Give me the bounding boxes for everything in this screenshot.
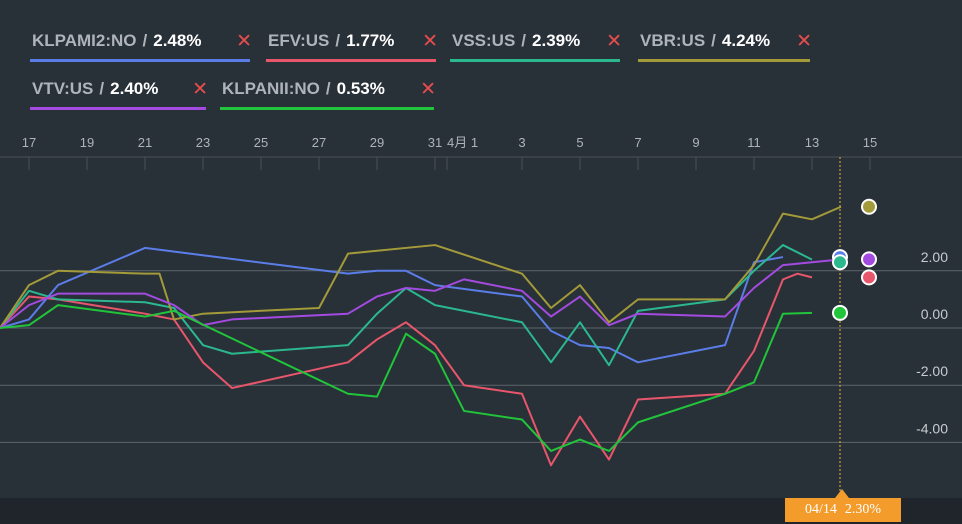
x-tick-label: 23 [196, 135, 210, 150]
legend: KLPAMI2:NO / 2.48% ✕ EFV:US / 1.77% ✕ VSS:US / 2.3… [0, 0, 962, 120]
legend-color-underline [450, 59, 620, 62]
series-line [0, 205, 842, 329]
close-x-icon[interactable]: ✕ [236, 31, 252, 52]
legend-value: 2.40% [110, 79, 159, 98]
x-tick-label: 15 [863, 135, 877, 150]
legend-name: KLPAMI2:NO [32, 31, 137, 50]
x-tick-label: 27 [312, 135, 326, 150]
x-tick-label: 9 [692, 135, 699, 150]
legend-color-underline [220, 107, 434, 110]
legend-separator: / [325, 79, 331, 98]
legend-item[interactable]: KLPANII:NO / 0.53% ✕ [220, 76, 436, 110]
close-x-icon[interactable]: ✕ [192, 79, 208, 100]
series-line [0, 304, 813, 452]
x-tick-label: 17 [22, 135, 36, 150]
series-line [0, 244, 813, 367]
close-x-icon[interactable]: ✕ [606, 31, 622, 52]
legend-name: VBR:US [640, 31, 706, 50]
y-tick-label: -2.00 [916, 363, 948, 379]
legend-item[interactable]: VSS:US / 2.39% ✕ [450, 28, 622, 62]
x-tick-label: 11 [747, 135, 761, 150]
legend-separator: / [521, 31, 527, 50]
legend-separator: / [99, 79, 105, 98]
legend-item[interactable]: VTV:US / 2.40% ✕ [30, 76, 208, 110]
legend-value: 4.24% [721, 31, 771, 50]
tooltip-value: 2.30% [844, 502, 882, 517]
series-line [0, 258, 842, 329]
close-x-icon[interactable]: ✕ [420, 79, 436, 100]
x-tick-label: 4月 1 [447, 135, 478, 150]
series-line [0, 272, 813, 467]
legend-color-underline [638, 59, 810, 62]
x-tick-label: 21 [138, 135, 152, 150]
series-line [0, 246, 784, 364]
x-tick-label: 5 [576, 135, 583, 150]
legend-value: 2.48% [153, 31, 202, 50]
x-tick-label: 31 [428, 135, 442, 150]
series-end-marker [832, 254, 848, 271]
y-tick-label: 2.00 [921, 249, 948, 265]
series-end-marker [861, 198, 877, 215]
legend-name: VTV:US [32, 79, 94, 98]
y-tick-label: 0.00 [921, 306, 948, 322]
y-tick-label: -4.00 [916, 420, 948, 436]
legend-name: VSS:US [452, 31, 516, 50]
legend-name: KLPANII:NO [222, 79, 320, 98]
series-end-marker [861, 269, 877, 286]
hover-tooltip: 04/14 2.30% [785, 498, 901, 522]
legend-separator: / [142, 31, 148, 50]
tooltip-date: 04/14 [804, 502, 837, 517]
close-x-icon[interactable]: ✕ [796, 31, 812, 52]
x-tick-label: 13 [805, 135, 819, 150]
legend-item[interactable]: KLPAMI2:NO / 2.48% ✕ [30, 28, 252, 62]
legend-color-underline [30, 59, 250, 62]
x-tick-label: 19 [80, 135, 94, 150]
legend-value: 0.53% [336, 79, 385, 98]
legend-item[interactable]: VBR:US / 4.24% ✕ [638, 28, 812, 62]
legend-item[interactable]: EFV:US / 1.77% ✕ [266, 28, 438, 62]
x-tick-label: 29 [370, 135, 384, 150]
x-tick-label: 3 [518, 135, 525, 150]
legend-name: EFV:US [268, 31, 330, 50]
legend-separator: / [335, 31, 341, 50]
close-x-icon[interactable]: ✕ [422, 31, 438, 52]
legend-value: 1.77% [346, 31, 395, 50]
legend-color-underline [30, 107, 206, 110]
x-tick-label: 25 [254, 135, 268, 150]
legend-separator: / [711, 31, 716, 50]
legend-value: 2.39% [532, 31, 581, 50]
series-end-marker [832, 304, 848, 321]
series-end-marker [861, 251, 877, 268]
legend-color-underline [266, 59, 436, 62]
x-tick-label: 7 [634, 135, 641, 150]
tooltip-pointer [835, 489, 849, 498]
